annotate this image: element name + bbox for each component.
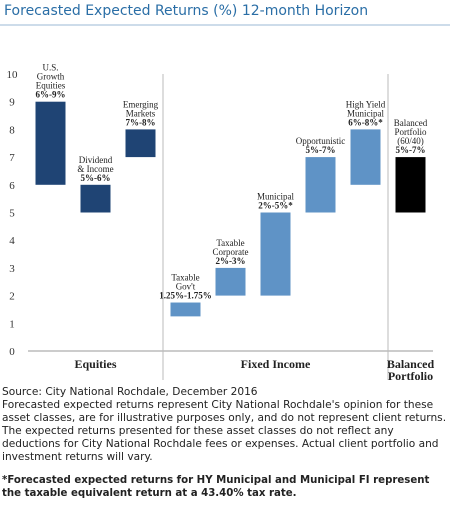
chart: Forecasted Expected Returns (%) 12-month… <box>0 3 450 383</box>
category-label: High Yield Municipal <box>346 99 386 118</box>
category-label: Taxable Gov't <box>171 273 199 292</box>
value-label: 2%-3% <box>216 256 246 266</box>
y-tick-label: 4 <box>9 235 15 247</box>
bar <box>215 267 246 296</box>
y-tick-label: 6 <box>9 180 15 192</box>
y-tick-label: 1 <box>9 318 15 330</box>
group-line: Portfolio <box>388 369 433 383</box>
y-tick-label: 3 <box>9 263 15 275</box>
group-label: Balanced Portfolio <box>387 357 435 383</box>
category-line: Municipal <box>347 108 384 118</box>
category-line: U.S. <box>42 63 58 73</box>
y-tick-label: 10 <box>7 69 19 81</box>
y-tick-label: 5 <box>9 208 15 220</box>
category-line: Balanced <box>394 118 428 128</box>
category-line: Equities <box>36 81 66 91</box>
source: Source: City National Rochdale, December… <box>2 386 258 398</box>
category-line: Growth <box>37 72 65 82</box>
group-label: Equities <box>74 357 116 371</box>
category-line: (60/40) <box>397 136 424 146</box>
value-label: 6%-8%* <box>348 117 383 127</box>
category-line: Portfolio <box>394 127 427 137</box>
value-label: 7%-8% <box>126 117 156 127</box>
value-label: 5%-7% <box>306 145 336 155</box>
y-tick-label: 9 <box>9 97 15 109</box>
note: Forecasted expected returns represent Ci… <box>2 399 447 463</box>
y-tick-label: 2 <box>9 291 15 303</box>
category-line: Gov't <box>176 282 196 292</box>
bar <box>125 129 156 158</box>
category-line: High Yield <box>346 99 386 109</box>
category-line: & Income <box>77 164 113 174</box>
category-line: Dividend <box>79 155 113 165</box>
chart-title: Forecasted Expected Returns (%) 12-month… <box>4 3 368 19</box>
category-label: Balanced Portfolio (60/40) <box>394 118 428 146</box>
value-label: 5%-7% <box>396 145 426 155</box>
category-line: Markets <box>126 108 156 118</box>
category-line: Emerging <box>123 99 159 109</box>
value-label: 5%-6% <box>81 173 111 183</box>
bar <box>350 129 381 185</box>
value-label: 1.25%-1.75% <box>159 291 212 301</box>
category-line: Municipal <box>257 192 294 202</box>
category-label: Opportunistic <box>296 136 346 146</box>
category-label: U.S. Growth Equities <box>36 63 66 91</box>
group-line: Balanced <box>387 357 435 371</box>
category-label: Municipal <box>257 192 294 202</box>
category-line: Taxable <box>216 238 244 248</box>
value-label: 6%-9% <box>36 90 66 100</box>
category-label: Dividend & Income <box>77 155 113 174</box>
bar <box>260 212 291 296</box>
value-label: 2%-5%* <box>258 201 293 211</box>
category-label: Taxable Corporate <box>213 238 249 257</box>
bar <box>80 184 111 213</box>
y-tick-label: 0 <box>9 346 15 358</box>
category-line: Taxable <box>171 273 199 283</box>
bar <box>35 101 66 185</box>
notes: Source: City National Rochdale, December… <box>2 386 448 500</box>
group-label: Fixed Income <box>241 357 311 371</box>
category-label: Emerging Markets <box>123 99 159 118</box>
bar <box>395 157 426 213</box>
bar <box>170 302 201 317</box>
bar <box>305 157 336 213</box>
footnote: *Forecasted expected returns for HY Muni… <box>2 475 430 499</box>
category-line: Corporate <box>213 247 249 257</box>
y-tick-label: 8 <box>9 124 15 136</box>
y-tick-label: 7 <box>9 152 15 164</box>
category-line: Opportunistic <box>296 136 346 146</box>
